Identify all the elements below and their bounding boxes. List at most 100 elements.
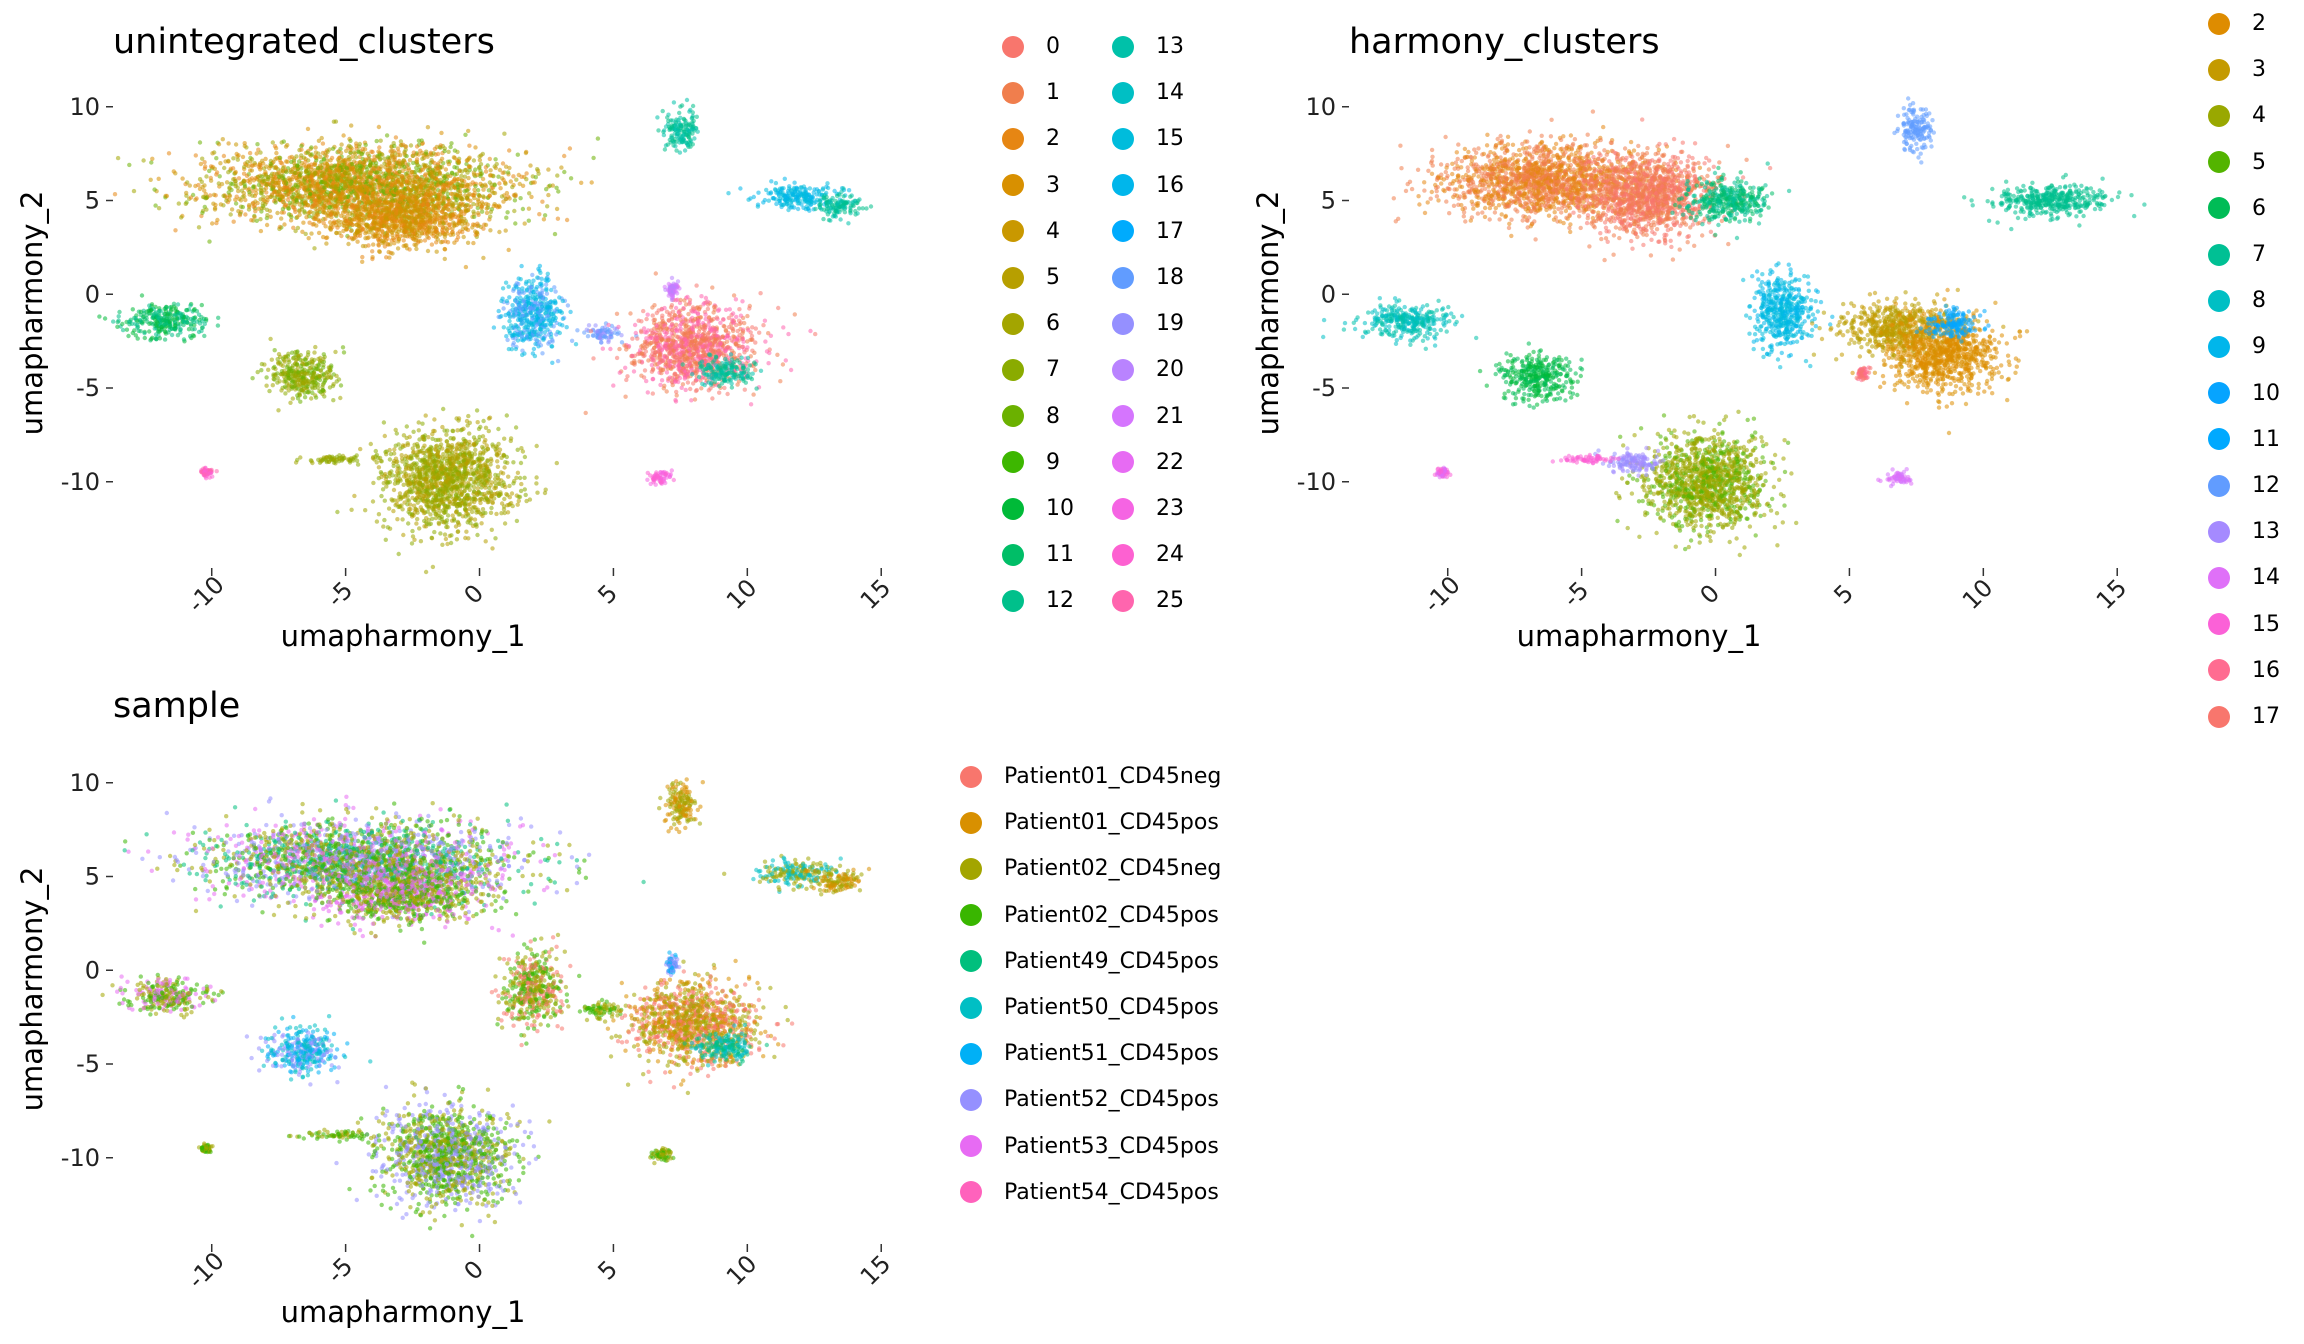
- data-point: [348, 187, 353, 192]
- data-point: [481, 255, 486, 261]
- data-point: [475, 188, 481, 193]
- data-point: [346, 143, 352, 148]
- data-point: [241, 171, 247, 176]
- data-point: [328, 158, 333, 163]
- data-point: [355, 192, 361, 198]
- data-point: [167, 319, 172, 325]
- data-point: [330, 146, 336, 151]
- data-point: [313, 150, 319, 155]
- data-point: [281, 139, 286, 144]
- data-point: [370, 225, 375, 231]
- data-point: [226, 159, 231, 164]
- data-point: [339, 197, 344, 203]
- data-point: [297, 202, 302, 207]
- data-point: [348, 228, 354, 233]
- data-point: [346, 241, 351, 247]
- data-point: [529, 194, 534, 200]
- data-point: [321, 365, 326, 370]
- data-point: [442, 256, 447, 262]
- data-point: [452, 206, 457, 212]
- data-point: [483, 169, 489, 174]
- data-point: [272, 195, 277, 201]
- data-point: [142, 335, 147, 341]
- data-point: [486, 428, 491, 434]
- data-point: [400, 174, 405, 179]
- data-point: [438, 143, 443, 148]
- data-point: [276, 170, 281, 175]
- data-point: [462, 174, 468, 179]
- data-point: [474, 230, 480, 235]
- data-point: [386, 155, 391, 160]
- data-point: [434, 443, 440, 448]
- data-point: [532, 180, 537, 185]
- data-point: [360, 259, 365, 264]
- data-point: [465, 170, 470, 175]
- data-point: [497, 204, 502, 210]
- data-point: [214, 170, 220, 175]
- data-point: [290, 204, 296, 210]
- data-point: [347, 179, 352, 185]
- data-point: [367, 213, 373, 219]
- data-point: [249, 157, 255, 162]
- data-point: [298, 399, 303, 404]
- data-point: [363, 508, 368, 513]
- data-point: [379, 493, 384, 499]
- data-point: [493, 165, 498, 171]
- data-point: [339, 178, 344, 183]
- data-point: [418, 148, 423, 153]
- data-point: [536, 171, 541, 176]
- data-point: [414, 174, 419, 179]
- data-point: [333, 186, 338, 191]
- data-point: [425, 186, 430, 192]
- data-point: [153, 310, 159, 315]
- data-point: [526, 218, 531, 223]
- data-point: [591, 155, 596, 161]
- data-point: [471, 158, 477, 163]
- data-point: [401, 238, 406, 243]
- data-point: [365, 194, 370, 199]
- data-point: [250, 193, 255, 198]
- data-point: [342, 194, 348, 200]
- data-point: [331, 398, 336, 403]
- data-point: [432, 188, 437, 193]
- data-point: [352, 197, 357, 202]
- data-point: [417, 234, 422, 239]
- data-point: [441, 406, 446, 412]
- data-point: [511, 174, 516, 179]
- data-point: [535, 490, 540, 495]
- data-point: [382, 498, 387, 503]
- data-point: [391, 207, 396, 212]
- data-point: [255, 369, 260, 375]
- data-point: [452, 240, 457, 245]
- data-point: [518, 460, 524, 466]
- data-point: [290, 350, 295, 355]
- data-point: [471, 209, 476, 214]
- data-point: [320, 141, 326, 146]
- data-point: [333, 204, 338, 209]
- data-point: [258, 162, 263, 168]
- data-point: [503, 460, 508, 465]
- data-point: [199, 302, 204, 308]
- data-point: [406, 231, 412, 237]
- data-point: [479, 204, 485, 209]
- data-point: [442, 148, 447, 154]
- data-point: [413, 243, 419, 248]
- data-point: [392, 226, 397, 231]
- data-point: [295, 349, 300, 354]
- data-point: [304, 190, 309, 196]
- data-point: [188, 195, 194, 200]
- data-point: [373, 192, 378, 197]
- data-point: [554, 206, 560, 212]
- data-point: [567, 146, 573, 151]
- data-point: [465, 208, 471, 213]
- data-point: [313, 154, 319, 159]
- data-point: [215, 323, 221, 328]
- data-point: [353, 235, 358, 240]
- data-point: [303, 231, 308, 237]
- data-point: [378, 214, 383, 220]
- data-point: [350, 154, 355, 159]
- cluster-points: [97, 293, 221, 344]
- data-point: [236, 188, 241, 194]
- data-point: [242, 179, 247, 184]
- data-point: [519, 174, 524, 179]
